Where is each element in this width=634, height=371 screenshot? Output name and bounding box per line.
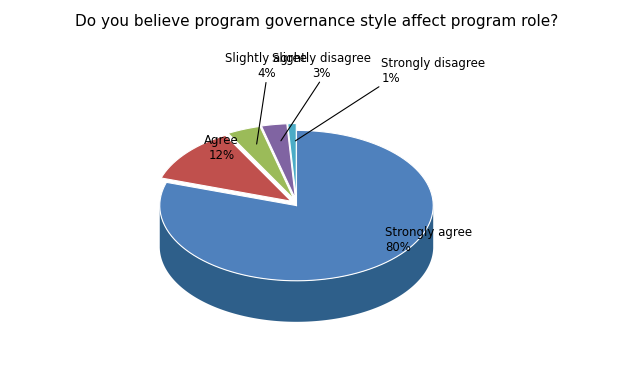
Text: Strongly disagree
1%: Strongly disagree 1%	[381, 57, 486, 85]
Polygon shape	[261, 124, 295, 199]
Polygon shape	[288, 124, 296, 199]
Polygon shape	[228, 127, 294, 199]
Text: Slightly disagree
3%: Slightly disagree 3%	[271, 52, 371, 80]
Polygon shape	[160, 207, 433, 322]
Text: Strongly agree
80%: Strongly agree 80%	[385, 226, 472, 254]
Title: Do you believe program governance style affect program role?: Do you believe program governance style …	[75, 14, 559, 29]
Text: Agree
12%: Agree 12%	[204, 134, 238, 162]
Text: Slightly agree
4%: Slightly agree 4%	[226, 52, 307, 80]
Polygon shape	[161, 135, 291, 201]
Polygon shape	[160, 130, 433, 281]
